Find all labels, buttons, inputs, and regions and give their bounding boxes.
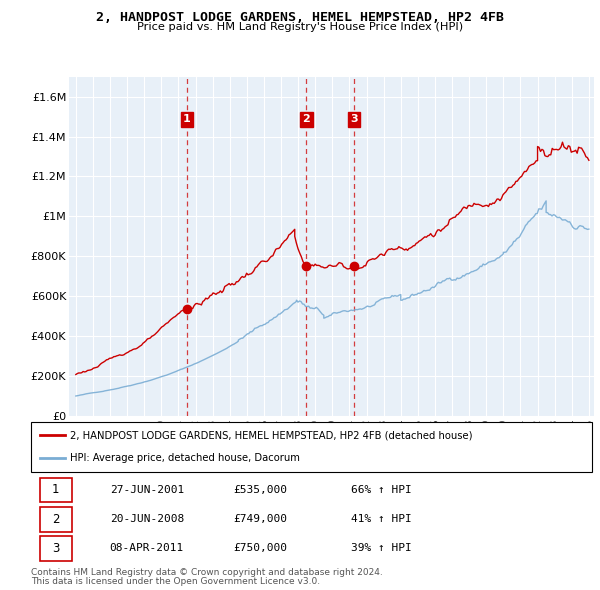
Text: 2: 2	[302, 114, 310, 124]
Text: £749,000: £749,000	[233, 514, 287, 524]
Text: Contains HM Land Registry data © Crown copyright and database right 2024.: Contains HM Land Registry data © Crown c…	[31, 568, 383, 576]
Text: HPI: Average price, detached house, Dacorum: HPI: Average price, detached house, Daco…	[70, 454, 301, 464]
Text: 20-JUN-2008: 20-JUN-2008	[110, 514, 184, 524]
Text: 2: 2	[52, 513, 59, 526]
Text: Price paid vs. HM Land Registry's House Price Index (HPI): Price paid vs. HM Land Registry's House …	[137, 22, 463, 32]
Text: £750,000: £750,000	[233, 543, 287, 553]
Text: 08-APR-2011: 08-APR-2011	[110, 543, 184, 553]
Text: 3: 3	[52, 542, 59, 555]
Text: 39% ↑ HPI: 39% ↑ HPI	[351, 543, 412, 553]
Text: 66% ↑ HPI: 66% ↑ HPI	[351, 485, 412, 495]
FancyBboxPatch shape	[40, 536, 72, 560]
Text: 2, HANDPOST LODGE GARDENS, HEMEL HEMPSTEAD, HP2 4FB (detached house): 2, HANDPOST LODGE GARDENS, HEMEL HEMPSTE…	[70, 430, 473, 440]
FancyBboxPatch shape	[40, 507, 72, 532]
Text: 1: 1	[52, 483, 59, 497]
FancyBboxPatch shape	[40, 478, 72, 503]
Text: 41% ↑ HPI: 41% ↑ HPI	[351, 514, 412, 524]
FancyBboxPatch shape	[31, 422, 592, 472]
Text: This data is licensed under the Open Government Licence v3.0.: This data is licensed under the Open Gov…	[31, 577, 320, 586]
Text: 2, HANDPOST LODGE GARDENS, HEMEL HEMPSTEAD, HP2 4FB: 2, HANDPOST LODGE GARDENS, HEMEL HEMPSTE…	[96, 11, 504, 24]
Text: 27-JUN-2001: 27-JUN-2001	[110, 485, 184, 495]
Text: 3: 3	[350, 114, 358, 124]
Text: 1: 1	[183, 114, 191, 124]
Text: £535,000: £535,000	[233, 485, 287, 495]
